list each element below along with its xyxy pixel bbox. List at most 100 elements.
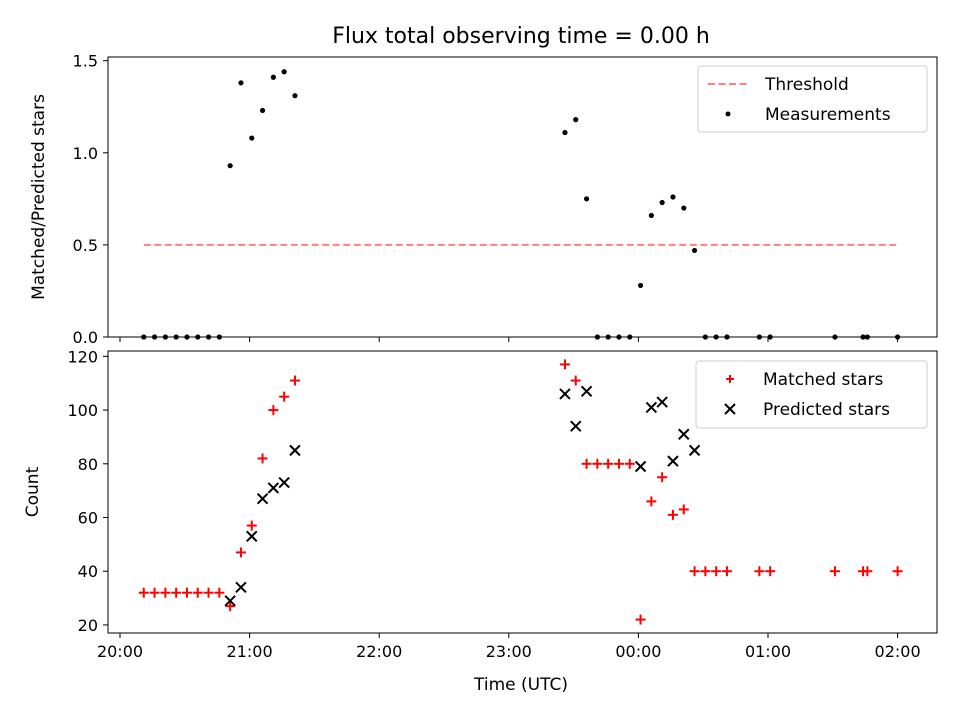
y-tick-label: 120 [67, 347, 98, 366]
y-tick-label: 1.0 [73, 144, 98, 163]
x-tick-label: 20:00 [97, 642, 143, 661]
measurement-point [562, 129, 568, 136]
matched-star-point [678, 504, 689, 515]
measurement-point [238, 80, 244, 86]
measurement-point [249, 135, 255, 141]
matched-star-point [635, 614, 646, 625]
matched-star-point [171, 587, 182, 598]
top-axes-frame [107, 56, 938, 338]
matched-star-point [892, 566, 903, 577]
measurement-point [583, 196, 590, 202]
matched-star-point [603, 458, 614, 469]
matched-star-point [570, 375, 581, 386]
matched-star-point [829, 566, 840, 577]
matched-star-point [214, 587, 225, 598]
y-tick-label: 40 [78, 562, 98, 581]
legend-threshold-label: Threshold [764, 75, 849, 95]
predicted-star-point [634, 460, 647, 473]
predicted-star-point [289, 444, 301, 457]
matched-star-point [149, 587, 160, 598]
bottom-axes-frame [107, 350, 938, 634]
matched-star-point [646, 496, 657, 507]
legend-measurements-label: Measurements [765, 105, 891, 125]
top-y-axis-label: Matched/Predicted stars [29, 94, 49, 300]
top-y-ticks: 0.0 0.5 1.0 1.5 [73, 52, 108, 347]
x-tick-label: 22:00 [356, 642, 402, 661]
matched-star-point [279, 391, 290, 402]
predicted-star-point [570, 420, 582, 432]
predicted-star-point [656, 396, 668, 408]
matched-star-point [138, 587, 149, 598]
bottom-y-axis-label: Count [23, 466, 43, 517]
legend-matched-swatch [726, 375, 734, 383]
measurement-point [637, 282, 644, 289]
y-tick-label: 60 [78, 509, 98, 528]
bottom-y-ticks: 20 40 60 80 100 120 [67, 347, 108, 635]
matched-star-point [192, 587, 203, 598]
predicted-star-point [224, 595, 236, 607]
bottom-panel: 20 40 60 80 100 120 20:00 21:00 22:00 23:00 00:00… [23, 347, 938, 695]
matched-star-point [160, 587, 171, 598]
measurement-point [670, 194, 676, 200]
chart-title: Flux total observing time = 0.00 h [332, 24, 710, 49]
matched-star-point [657, 472, 668, 483]
matched-star-point [581, 458, 592, 469]
x-tick-label: 02:00 [875, 642, 921, 661]
measurement-point [681, 205, 687, 211]
matched-star-point [225, 601, 236, 612]
matched-star-point [613, 458, 624, 469]
top-legend-box [697, 65, 928, 133]
y-tick-label: 0.5 [73, 236, 98, 255]
matched-star-point [592, 458, 603, 469]
x-axis-label: Time (UTC) [473, 675, 568, 695]
matched-star-point [862, 566, 873, 577]
matched-star-point [203, 587, 214, 598]
x-tick-label: 23:00 [486, 642, 532, 661]
matched-star-point [246, 520, 257, 531]
predicted-star-point [678, 428, 690, 440]
measurement-point [259, 107, 266, 114]
matched-star-point [711, 566, 722, 577]
predicted-star-point [559, 388, 571, 400]
measurement-point [573, 117, 579, 123]
legend-predicted-label: Predicted stars [763, 400, 890, 420]
matched-star-point [181, 587, 192, 598]
bottom-x-ticks: 20:00 21:00 22:00 23:00 00:00 01:00 02:00 [97, 633, 921, 661]
bottom-marks-layer [138, 359, 903, 625]
matched-star-point [700, 566, 711, 577]
predicted-star-point [246, 530, 258, 543]
predicted-star-point [645, 401, 658, 414]
y-tick-label: 1.5 [73, 52, 98, 71]
matched-star-point [235, 547, 246, 558]
matched-star-point [289, 375, 300, 386]
matched-star-point [268, 405, 279, 416]
bottom-legend-box [695, 360, 928, 429]
measurement-point [691, 247, 698, 254]
measurement-point [292, 93, 298, 99]
top-legend: Threshold Measurements [697, 65, 928, 133]
matched-star-point [667, 509, 678, 520]
measurement-point [270, 74, 276, 80]
matched-star-point [765, 566, 776, 577]
matched-star-point [257, 453, 268, 464]
matched-star-point [624, 458, 635, 469]
legend-matched-label: Matched stars [763, 370, 883, 390]
measurement-point [281, 69, 287, 75]
predicted-star-point [235, 581, 247, 594]
measurement-point [648, 212, 654, 219]
top-x-ticks [119, 337, 899, 342]
matched-star-point [721, 566, 732, 577]
legend-measurements-swatch [725, 111, 731, 117]
matched-star-point [754, 566, 765, 577]
x-tick-label: 21:00 [227, 642, 273, 661]
x-tick-label: 01:00 [745, 642, 791, 661]
x-tick-label: 00:00 [615, 642, 661, 661]
bottom-legend: Matched stars Predicted stars [695, 360, 928, 429]
predicted-star-point [267, 482, 280, 494]
predicted-star-point [580, 385, 593, 397]
y-tick-label: 0.0 [73, 328, 98, 347]
predicted-star-point [256, 493, 269, 505]
top-panel: 0.0 0.5 1.0 1.5 Matched/Predicted stars Thr… [29, 52, 938, 347]
y-tick-label: 100 [67, 401, 98, 420]
